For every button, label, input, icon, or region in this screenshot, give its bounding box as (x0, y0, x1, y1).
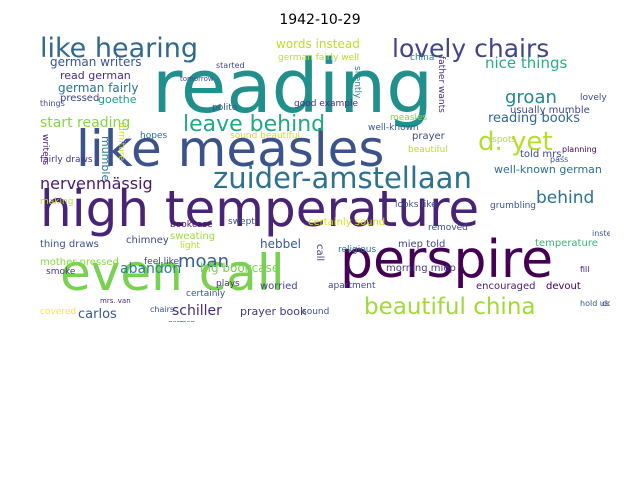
word-cloud-word: looks like (395, 200, 437, 210)
word-cloud-word: zuider-amstellaan (213, 161, 472, 195)
word-cloud-word: german writers (50, 55, 142, 69)
word-cloud-word: groan (505, 87, 557, 108)
word-cloud-word: grumbling (490, 201, 537, 211)
word-cloud-word: worried (260, 281, 298, 292)
word-cloud-word: german (168, 320, 195, 323)
word-cloud-word: told mrs. (520, 149, 565, 160)
word-cloud-word: well-known (368, 123, 419, 133)
word-cloud-word: plays (216, 279, 240, 289)
word-cloud: reading like measles high temperature even … (40, 36, 610, 322)
word-cloud-word: goethe (98, 93, 137, 106)
word-cloud-word: words instead (276, 37, 360, 51)
word-cloud-word: even call (60, 244, 285, 302)
word-cloud-word: d. yet (478, 127, 553, 157)
word-cloud-word: behind (536, 188, 595, 208)
word-cloud-word: big bookcase (200, 261, 280, 275)
word-cloud-word: abandon (120, 261, 182, 277)
word-cloud-word: reading books (488, 111, 580, 126)
word-cloud-word: tomorrow (180, 75, 214, 83)
word-cloud-word: thing draws (40, 239, 99, 250)
word-cloud-word: mumble (99, 136, 112, 182)
word-cloud-word: chimney (126, 235, 169, 246)
word-cloud-word: removed (428, 223, 468, 233)
word-cloud-word: hold us (580, 299, 610, 308)
word-cloud-word: certainly (186, 289, 226, 299)
word-cloud-word: instead (592, 229, 610, 238)
word-cloud-word: beautiful (408, 145, 448, 155)
word-cloud-word: hebbel (260, 237, 301, 251)
word-cloud-word: sound beautiful (230, 131, 301, 141)
word-cloud-word: usually mumble (510, 105, 590, 116)
word-cloud-word: swept (228, 217, 255, 227)
word-cloud-word: reading (152, 44, 434, 130)
word-cloud-word: fill (580, 265, 590, 274)
word-cloud-word: nervenmässig (40, 174, 153, 193)
word-cloud-word: silently (352, 66, 362, 99)
word-cloud-word: carlos (78, 307, 117, 322)
word-cloud-word: making (40, 197, 74, 207)
word-cloud-word: certainly sound (308, 217, 386, 228)
word-cloud-word: planning (562, 145, 597, 154)
word-cloud-word: pass (550, 155, 569, 164)
word-cloud-word: call (314, 244, 325, 262)
word-cloud-word: moan (178, 251, 229, 272)
word-cloud-word: apartment (328, 281, 376, 291)
word-cloud-word: lovely (580, 93, 607, 103)
word-cloud-word: sound (302, 307, 330, 317)
word-cloud-word: well-known german (494, 163, 602, 176)
word-cloud-word: chairs (150, 305, 175, 314)
word-cloud-word: mother pressed (40, 257, 119, 268)
word-cloud-word: light (180, 241, 200, 251)
word-cloud-word: temperature (535, 238, 598, 249)
word-cloud-word: nice things (485, 54, 568, 72)
word-cloud-word: fairly draws (40, 155, 93, 165)
word-cloud-word: measles (390, 113, 428, 123)
word-cloud-word: prayer (412, 131, 445, 142)
word-cloud-word: bookcase (170, 220, 213, 230)
word-cloud-word: read german (60, 69, 131, 82)
word-cloud-word: like hearing (40, 36, 198, 64)
word-cloud-word: encouraged (476, 281, 536, 292)
word-cloud-word: prayer book (240, 305, 307, 318)
word-cloud-word: covered (40, 307, 77, 317)
word-cloud-word: like measles (76, 120, 385, 178)
word-cloud-word: started (216, 61, 245, 70)
word-cloud-word: german fairly well (278, 53, 360, 63)
word-cloud-word: beautiful china (364, 294, 536, 320)
word-cloud-word: high temperature (40, 180, 480, 238)
word-cloud-word: perspire (340, 230, 554, 290)
word-cloud-word: morning miep (386, 263, 456, 274)
word-cloud-word: start reading (40, 115, 131, 131)
word-cloud-word: things (40, 99, 65, 108)
word-cloud-word: furniture (116, 122, 126, 161)
word-cloud-word: spots (492, 135, 517, 145)
word-cloud-word: schiller (172, 303, 222, 319)
chart-title: 1942-10-29 (279, 12, 361, 28)
word-cloud-word: leave behind (183, 112, 326, 137)
word-cloud-word: religious (338, 245, 377, 255)
word-cloud-word: father wants (436, 56, 446, 113)
word-cloud-word: good example (294, 99, 359, 109)
word-cloud-word: sweating (170, 231, 216, 242)
word-cloud-word: mrs. van (100, 297, 131, 305)
word-cloud-word: german fairly (58, 81, 139, 95)
word-cloud-word: hopes (140, 131, 168, 141)
word-cloud-word: smoke (46, 267, 76, 277)
word-cloud-word: devout (546, 281, 581, 292)
word-cloud-word: feel like (144, 257, 180, 267)
word-cloud-word: china (410, 53, 435, 63)
word-cloud-word: miep told (398, 239, 446, 250)
word-cloud-word: pressed (60, 93, 100, 104)
word-cloud-word: lovely chairs (392, 36, 550, 63)
word-cloud-word: polite (212, 103, 238, 113)
word-cloud-word: doctor (602, 299, 610, 308)
word-cloud-word: writers (40, 134, 50, 166)
